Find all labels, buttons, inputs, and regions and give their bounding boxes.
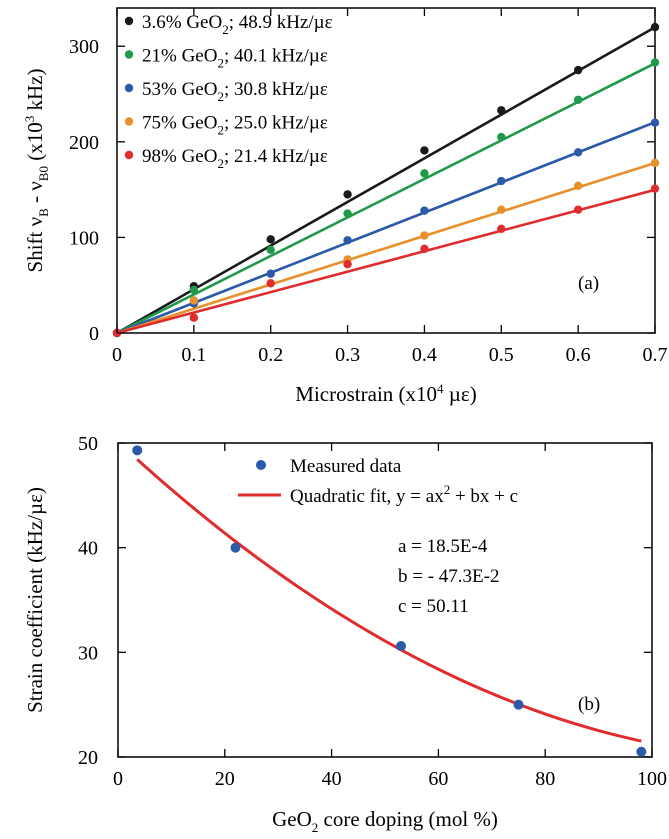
chart-a-point [266,245,275,255]
chart-a-y-axis-label: Shift νB - νB0 (x103 kHz) [22,69,51,273]
chart-a-point [573,148,583,157]
chart-a-x-tick-label: 0.6 [566,344,591,366]
chart-a-point [189,296,199,305]
chart-b-x-axis-label: GeO2 core doping (mol %) [272,807,498,835]
chart-a-x-tick-label: 0.3 [335,344,360,366]
chart-a-x-tick-label: 0.7 [643,344,668,366]
chart-a-point [266,269,275,278]
chart-b-x-tick-label: 20 [215,768,235,790]
chart-b-fit-parameter: c = 50.11 [398,596,469,617]
chart-a-point [650,184,660,193]
chart-a-legend-entry: 3.6% GeO2; 48.9 kHz/µε [142,12,333,37]
chart-b-x-tick-label: 40 [322,768,342,790]
chart-a-point [497,224,506,234]
chart-a-point [420,169,429,178]
chart-b-y-tick-label: 30 [78,642,98,664]
chart-a-legend-marker [124,16,134,26]
chart-a: 0 0.1 0.2 0.3 0.4 0.5 0.6 0.7 0 100 200 300 3.6% Ge… [22,7,668,406]
chart-a-y-tick-label: 100 [69,227,99,249]
chart-b-point [513,699,524,710]
chart-b-y-tick-label: 20 [78,747,98,769]
chart-a-point [497,132,506,142]
chart-a-fit-line-3 [116,121,656,335]
chart-a-point [573,65,583,75]
chart-b-x-tick-label: 80 [535,768,555,790]
chart-b-fit-parameter: b = - 47.3E-2 [398,566,499,587]
chart-a-y-tick-label: 200 [69,132,99,154]
chart-a-point [189,313,199,322]
chart-a-fit-line-1 [116,26,656,335]
chart-a-point [189,285,199,295]
chart-a-point [497,205,506,214]
chart-b-x-tick-label: 100 [637,768,667,790]
chart-a-point [343,209,352,218]
chart-a-x-tick-label: 0.2 [258,344,283,366]
chart-b-fit-parameter: a = 18.5E-4 [398,536,488,557]
chart-b: 0 20 40 60 80 100 20 30 40 50 Measured data Quadra… [23,433,667,835]
chart-b-legend-entry-measured: Measured data [290,456,402,477]
chart-a-point [497,176,506,186]
chart-b-legend-marker-measured [256,460,266,470]
chart-b-plot-frame [117,442,653,758]
chart-a-fit-line-2 [116,62,656,335]
chart-b-point [132,445,143,456]
chart-a-point [573,181,583,190]
chart-b-legend-entry-fit: Quadratic fit, y = ax2 + bx + c [290,482,518,507]
chart-a-point [420,244,429,254]
chart-b-point [636,746,647,757]
chart-a-legend-marker [124,83,134,93]
chart-a-point [573,95,583,104]
chart-a-point [266,279,275,288]
chart-b-point [396,641,407,652]
chart-a-y-tick-label: 300 [69,36,99,58]
chart-a-legend-marker [124,50,134,59]
chart-a-legend-marker [124,117,134,126]
chart-a-x-tick-label: 0 [112,344,122,366]
chart-b-y-tick-label: 50 [78,433,98,455]
chart-a-point [266,235,275,244]
chart-b-y-axis-label: Strain coefficient (kHz/µε) [23,487,47,713]
chart-a-point [650,58,660,67]
chart-b-point [230,542,241,553]
chart-a-point [343,190,352,199]
chart-a-legend-entry: 21% GeO2; 40.1 kHz/µε [142,46,328,71]
chart-a-plot-frame [116,7,656,334]
chart-b-panel-label: (b) [578,694,600,715]
chart-a-legend-entry: 53% GeO2; 30.8 kHz/µε [142,79,328,104]
chart-a-legend-entry: 75% GeO2; 25.0 kHz/µε [142,113,328,138]
chart-a-point [420,146,429,155]
chart-b-y-tick-label: 40 [78,538,98,560]
chart-a-fit-line-5 [116,188,656,335]
chart-a-panel-label: (a) [578,273,599,294]
chart-a-y-tick-label: 0 [89,323,99,345]
chart-a-x-tick-label: 0.4 [412,344,437,366]
chart-a-x-axis-label: Microstrain (x104 µε) [295,381,476,406]
chart-a-point [420,231,429,240]
chart-b-fit-curve [136,458,642,743]
chart-a-x-tick-label: 0.5 [489,344,514,366]
chart-a-fit-line-4 [116,161,656,335]
chart-b-x-tick-label: 0 [113,768,123,790]
chart-b-x-tick-label: 60 [428,768,448,790]
chart-a-point [343,259,352,269]
chart-a-x-tick-label: 0.1 [181,344,206,366]
chart-a-point [650,158,660,168]
chart-a-point [650,22,660,32]
chart-a-point [343,236,352,245]
chart-a-point [650,118,660,127]
chart-a-legend-entry: 98% GeO2; 21.4 kHz/µε [142,146,328,171]
chart-a-legend-marker [124,150,134,160]
chart-a-point [497,106,506,115]
chart-a-point [420,206,429,215]
chart-a-point [573,205,583,214]
